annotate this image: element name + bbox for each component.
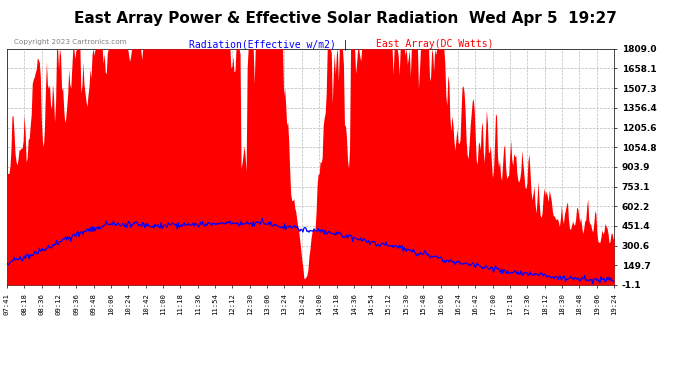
Text: Radiation(Effective w/m2): Radiation(Effective w/m2)	[189, 39, 335, 50]
Text: East Array(DC Watts): East Array(DC Watts)	[376, 39, 493, 50]
Text: Copyright 2023 Cartronics.com: Copyright 2023 Cartronics.com	[14, 39, 126, 45]
Text: |: |	[344, 39, 346, 50]
Text: East Array Power & Effective Solar Radiation  Wed Apr 5  19:27: East Array Power & Effective Solar Radia…	[74, 11, 616, 26]
